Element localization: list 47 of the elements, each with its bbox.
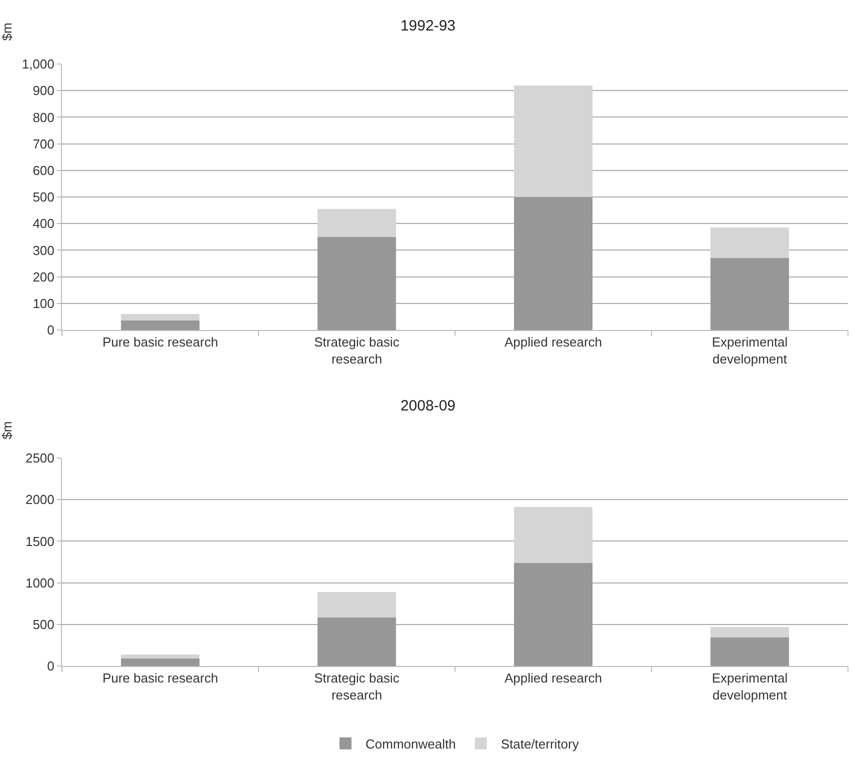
bar xyxy=(317,618,396,666)
y-tick-label: 100 xyxy=(32,296,54,311)
legend-label: State/territory xyxy=(500,736,580,752)
y-tick-label: 300 xyxy=(32,242,54,258)
y-tick-label: 200 xyxy=(32,269,54,284)
x-tick-label: Strategic basic research xyxy=(314,334,400,366)
x-tick-label: Pure basic research xyxy=(102,334,218,350)
y-tick-label: 500 xyxy=(32,190,54,205)
legend-label: Commonwealth xyxy=(366,736,456,752)
y-tick-label: 1500 xyxy=(25,534,54,549)
x-tick-label: Applied research xyxy=(504,670,602,686)
bar xyxy=(120,658,200,666)
y-tick-label: 600 xyxy=(32,162,54,178)
bar xyxy=(317,236,396,330)
x-tick-label: Experimental development xyxy=(712,334,788,366)
bar xyxy=(710,626,790,638)
y-tick-label: 900 xyxy=(32,83,54,98)
y-tick-label: 400 xyxy=(32,216,54,232)
bar xyxy=(317,592,396,618)
y-tick-label: 2000 xyxy=(25,492,54,508)
y-tick-label: 700 xyxy=(32,136,54,152)
y-tick-label: 2500 xyxy=(25,450,54,466)
x-tick-label: Experimental development xyxy=(712,670,788,702)
bar xyxy=(514,507,593,563)
chart-title: 2008-09 xyxy=(400,398,456,414)
bar xyxy=(514,562,593,666)
y-tick-label: 1000 xyxy=(25,575,54,590)
bar xyxy=(710,228,790,258)
x-tick-label: Applied research xyxy=(504,334,602,350)
y-tick-label: 0 xyxy=(47,322,54,338)
bar xyxy=(710,638,790,666)
y-tick-label: 0 xyxy=(47,658,54,674)
chart-title: 1992-93 xyxy=(400,18,456,34)
y-tick-label: 800 xyxy=(32,110,54,125)
bar xyxy=(710,258,790,330)
bar xyxy=(120,654,200,659)
y-axis-title: $m xyxy=(0,421,15,440)
bar xyxy=(120,314,200,321)
x-tick-label: Strategic basic research xyxy=(314,670,400,702)
bar xyxy=(514,197,593,330)
y-tick-label: 1,000 xyxy=(22,56,54,72)
x-tick-label: Pure basic research xyxy=(102,670,218,686)
y-tick-label: 500 xyxy=(32,616,54,632)
bar xyxy=(317,208,396,237)
y-axis-title: $m xyxy=(0,22,14,41)
bar xyxy=(120,320,200,330)
bar xyxy=(514,85,593,197)
